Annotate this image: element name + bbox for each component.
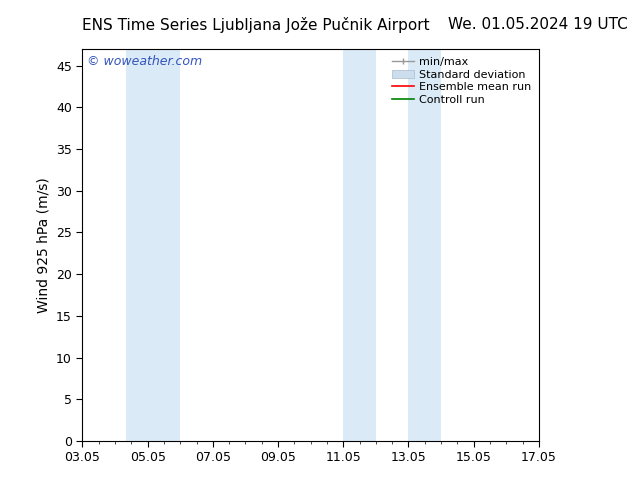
Bar (408, 49, 441, 441)
Text: © woweather.com: © woweather.com (87, 55, 202, 68)
Text: ENS Time Series Ljubljana Jože Pučnik Airport: ENS Time Series Ljubljana Jože Pučnik Ai… (82, 17, 430, 33)
Bar (343, 49, 376, 441)
Legend: min/max, Standard deviation, Ensemble mean run, Controll run: min/max, Standard deviation, Ensemble me… (390, 54, 533, 107)
Bar (126, 49, 180, 441)
Text: We. 01.05.2024 19 UTC: We. 01.05.2024 19 UTC (448, 17, 628, 32)
Y-axis label: Wind 925 hPa (m/s): Wind 925 hPa (m/s) (37, 177, 51, 313)
